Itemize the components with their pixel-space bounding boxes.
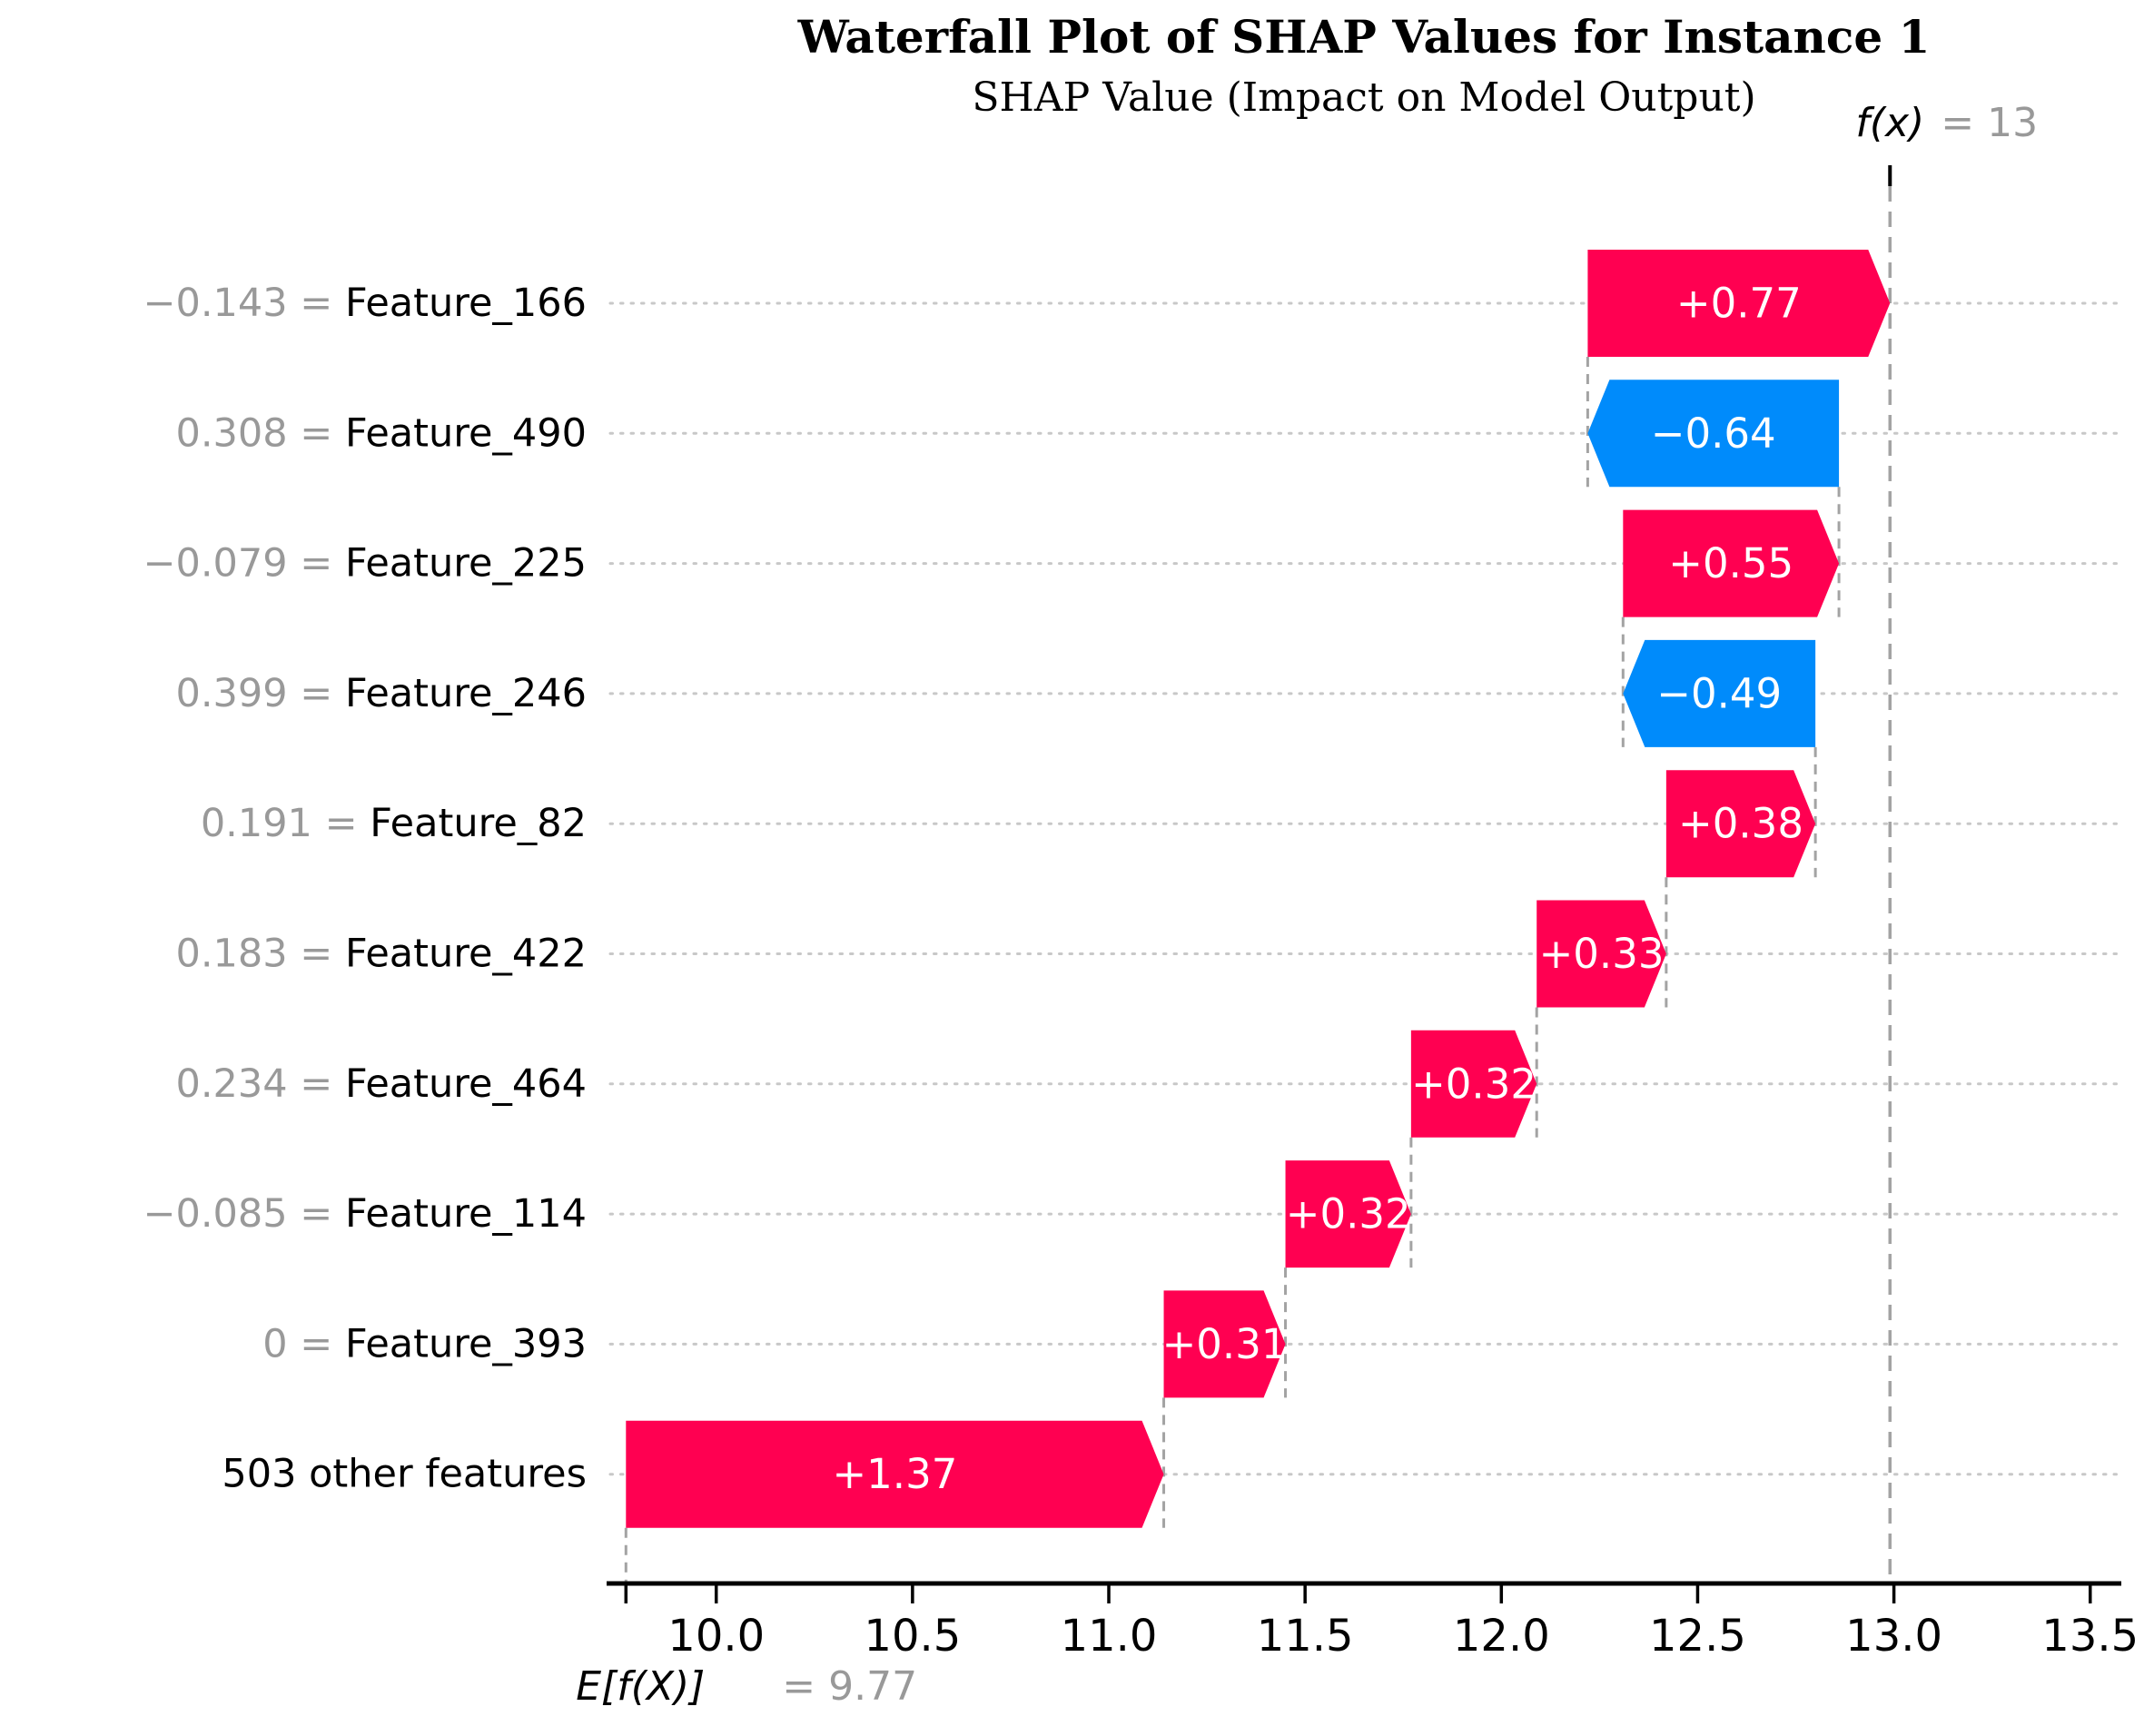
x-tick-label: 12.0 <box>1453 1611 1550 1662</box>
bar-positive <box>1410 1030 1537 1138</box>
bar-label: +0.32 <box>1411 1060 1536 1108</box>
bar-label: +0.32 <box>1286 1190 1411 1238</box>
fx-value-label: = 13 <box>1941 100 2038 146</box>
row-label: 0.191 = Feature_82 <box>201 801 587 846</box>
row-label: 0.399 = Feature_246 <box>175 671 587 716</box>
bar-positive <box>1587 250 1891 357</box>
bar-positive <box>1665 770 1816 878</box>
row-feature-value: 0.234 = <box>175 1061 344 1107</box>
row-label: −0.143 = Feature_166 <box>143 281 587 326</box>
row-label: 0 = Feature_393 <box>262 1321 587 1366</box>
row-feature-name: Feature_246 <box>345 671 587 716</box>
row-label: −0.079 = Feature_225 <box>143 541 587 587</box>
expected-value-number: = 9.77 <box>782 1663 917 1710</box>
bar-label: +0.33 <box>1539 930 1665 978</box>
bar-label: +1.37 <box>832 1450 957 1498</box>
bar-negative <box>1623 639 1816 747</box>
x-tick-label: 10.0 <box>667 1611 765 1662</box>
row-label: −0.085 = Feature_114 <box>143 1191 587 1237</box>
bar-label: +0.77 <box>1676 280 1802 328</box>
plot-area: +0.77 −0.64 +0.55 −0.49 +0.38 +0.33 +0.32 +0.32… <box>143 100 2139 1710</box>
row-feature-value: −0.079 = <box>143 541 345 587</box>
row-feature-value: 0 = <box>262 1321 345 1366</box>
row-feature-name: Feature_82 <box>370 801 587 846</box>
row-feature-name: 503 other features <box>222 1452 587 1497</box>
row-feature-name: Feature_114 <box>345 1191 587 1237</box>
row-feature-value: −0.085 = <box>143 1191 345 1237</box>
bar-positive <box>1536 900 1666 1008</box>
row-feature-value: 0.191 = <box>201 801 370 846</box>
bar-positive <box>1285 1160 1411 1268</box>
row-label: 503 other features <box>222 1452 587 1497</box>
row-label: 0.183 = Feature_422 <box>175 932 587 977</box>
x-tick-label: 11.0 <box>1061 1611 1158 1662</box>
bar-positive <box>1623 509 1840 617</box>
row-feature-value: 0.183 = <box>175 932 344 977</box>
chart-subtitle: SHAP Value (Impact on Model Output) <box>972 74 1755 121</box>
fx-label: f(x) <box>1855 100 1924 146</box>
bar-negative <box>1587 380 1840 488</box>
bar-label: +0.38 <box>1678 800 1803 848</box>
bar-label: +0.55 <box>1668 539 1793 587</box>
row-label: 0.308 = Feature_490 <box>175 410 587 456</box>
row-feature-name: Feature_393 <box>345 1321 587 1366</box>
row-feature-name: Feature_225 <box>345 541 587 587</box>
expected-value-label: E[f(X)] <box>576 1663 705 1710</box>
x-tick-label: 13.0 <box>1845 1611 1942 1662</box>
x-tick-label: 11.5 <box>1257 1611 1354 1662</box>
row-feature-value: 0.308 = <box>175 410 344 456</box>
bar-label: −0.64 <box>1651 409 1776 458</box>
row-feature-value: −0.143 = <box>143 281 345 326</box>
row-label: 0.234 = Feature_464 <box>175 1061 587 1107</box>
bar-label: −0.49 <box>1656 669 1782 717</box>
chart-title: Waterfall Plot of SHAP Values for Instan… <box>797 10 1931 64</box>
bar-positive <box>1163 1290 1286 1398</box>
row-feature-name: Feature_422 <box>345 932 587 977</box>
bar-positive <box>626 1420 1164 1528</box>
x-tick-label: 12.5 <box>1649 1611 1746 1662</box>
row-feature-value: 0.399 = <box>175 671 344 716</box>
row-feature-name: Feature_490 <box>345 410 587 456</box>
row-feature-name: Feature_166 <box>345 281 587 326</box>
bar-label: +0.31 <box>1162 1320 1288 1368</box>
x-tick-label: 10.5 <box>864 1611 961 1662</box>
row-feature-name: Feature_464 <box>345 1061 587 1107</box>
x-tick-label: 13.5 <box>2041 1611 2139 1662</box>
